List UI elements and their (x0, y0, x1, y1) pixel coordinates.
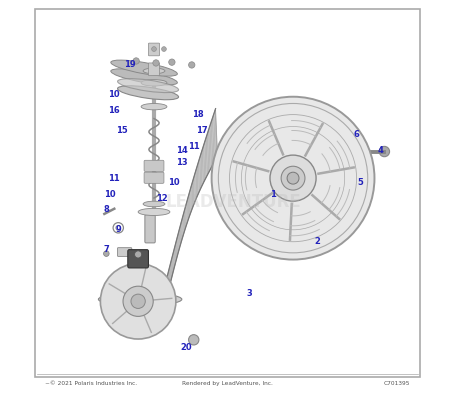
Text: ~© 2021 Polaris Industries Inc.: ~© 2021 Polaris Industries Inc. (45, 381, 137, 386)
Text: Rendered by LeadVenture, Inc.: Rendered by LeadVenture, Inc. (182, 381, 273, 386)
Circle shape (169, 59, 175, 65)
Ellipse shape (143, 201, 165, 207)
Ellipse shape (138, 208, 170, 216)
Circle shape (188, 335, 199, 345)
Text: 4: 4 (378, 146, 384, 155)
Circle shape (121, 249, 126, 254)
Circle shape (153, 60, 159, 66)
FancyBboxPatch shape (128, 250, 148, 268)
Text: 18: 18 (192, 110, 203, 119)
Text: 10: 10 (108, 90, 120, 99)
Ellipse shape (141, 104, 167, 110)
Text: 19: 19 (124, 60, 136, 70)
Ellipse shape (143, 68, 165, 74)
Text: 10: 10 (105, 190, 116, 198)
Text: 13: 13 (176, 158, 187, 167)
FancyBboxPatch shape (144, 160, 164, 171)
Circle shape (270, 155, 316, 201)
FancyBboxPatch shape (144, 172, 164, 183)
Text: 17: 17 (196, 126, 207, 135)
Circle shape (123, 286, 153, 316)
Text: 3: 3 (247, 289, 252, 298)
FancyBboxPatch shape (148, 43, 160, 56)
Circle shape (135, 251, 142, 258)
Circle shape (104, 251, 109, 256)
Ellipse shape (141, 80, 167, 86)
Text: 6: 6 (354, 130, 359, 139)
Circle shape (101, 264, 176, 339)
Text: 5: 5 (358, 178, 364, 187)
Circle shape (379, 146, 389, 157)
Text: LEADVENTURE: LEADVENTURE (166, 193, 301, 211)
Circle shape (152, 47, 157, 52)
Text: 12: 12 (156, 194, 168, 202)
Text: 10: 10 (168, 178, 180, 187)
Circle shape (281, 166, 305, 190)
Text: 2: 2 (314, 237, 320, 246)
Text: 11: 11 (108, 174, 120, 183)
Text: 8: 8 (103, 206, 109, 214)
Text: 11: 11 (188, 142, 200, 151)
Circle shape (212, 97, 374, 260)
FancyBboxPatch shape (145, 215, 155, 243)
Text: 20: 20 (180, 343, 192, 352)
Ellipse shape (111, 69, 177, 85)
FancyBboxPatch shape (117, 248, 132, 256)
Ellipse shape (111, 60, 177, 76)
Ellipse shape (117, 86, 178, 100)
Ellipse shape (98, 293, 182, 306)
Polygon shape (164, 109, 217, 310)
Circle shape (287, 172, 299, 184)
Text: 7: 7 (103, 245, 109, 254)
FancyBboxPatch shape (35, 9, 420, 377)
Text: 16: 16 (108, 106, 120, 115)
Ellipse shape (117, 79, 178, 92)
Text: 14: 14 (176, 146, 188, 155)
Text: C701395: C701395 (384, 381, 410, 386)
Text: 15: 15 (116, 126, 128, 135)
Ellipse shape (143, 92, 165, 98)
Text: 9: 9 (116, 225, 121, 234)
Circle shape (162, 47, 167, 52)
Text: 1: 1 (270, 190, 276, 198)
Circle shape (188, 62, 195, 68)
FancyBboxPatch shape (148, 63, 160, 76)
Circle shape (133, 58, 139, 64)
Circle shape (131, 294, 145, 308)
